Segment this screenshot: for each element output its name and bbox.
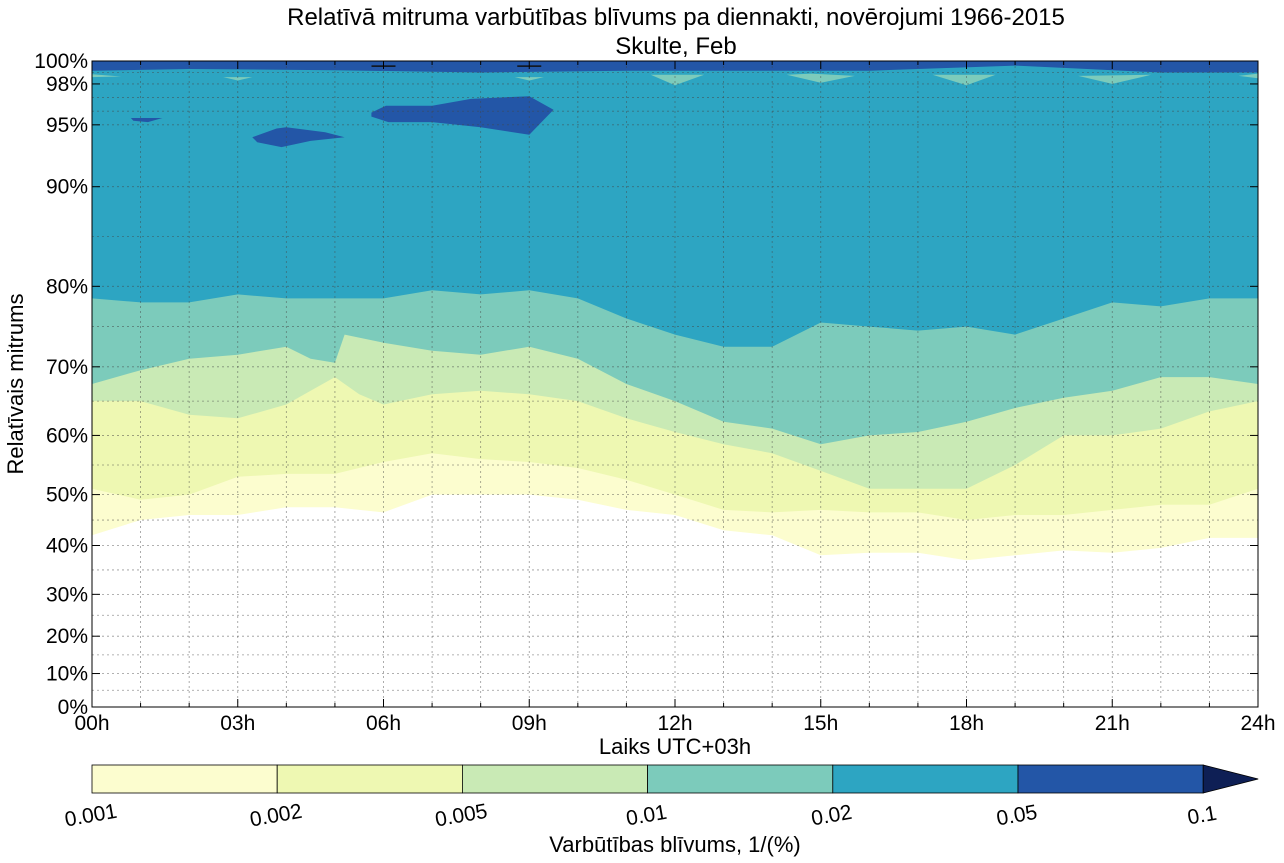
- colorbar-tick-label: 0.001: [63, 800, 119, 832]
- high-density-patch-0: [130, 118, 163, 123]
- x-tick-label: 00h: [74, 712, 109, 735]
- colorbar-tick-label: 0.005: [433, 800, 489, 832]
- y-tick-label: 30%: [46, 583, 88, 606]
- y-tick-label: 100%: [34, 50, 88, 73]
- x-tick-labels: 00h 03h 06h 09h 12h 15h 18h 21h 24h: [74, 712, 1275, 735]
- y-tick-label: 95%: [46, 114, 88, 137]
- light-patch-6: [1078, 74, 1152, 84]
- y-tick-label: 20%: [46, 625, 88, 648]
- y-tick-label: 90%: [46, 176, 88, 199]
- colorbar-tick-label: 0.1: [1186, 802, 1219, 830]
- y-tick-label: 10%: [46, 663, 88, 686]
- x-tick-label: 24h: [1240, 712, 1275, 735]
- y-tick-label: 50%: [46, 484, 88, 507]
- chart-subtitle: Skulte, Feb: [615, 33, 736, 60]
- plot-area: [91, 60, 1259, 708]
- colorbar-tick-label: 0.002: [248, 800, 304, 832]
- y-tick-label: 60%: [46, 424, 88, 447]
- high-density-patch-1: [252, 127, 345, 148]
- colorbar-tick-label: 0.02: [810, 801, 854, 831]
- colorbar-segment-0.002: [276, 764, 463, 794]
- colorbar-tick-label: 0.01: [624, 801, 668, 831]
- light-patch-2: [514, 77, 544, 81]
- x-tick-label: 06h: [366, 712, 401, 735]
- x-tick-label: 03h: [220, 712, 255, 735]
- colorbar-segment-0.01: [647, 764, 834, 794]
- light-patch-7: [1238, 73, 1258, 79]
- colorbar-segment-0.001: [91, 764, 278, 794]
- colorbar-segment-0.05: [1017, 764, 1204, 794]
- chart-title: Relatīvā mitruma varbūtības blīvums pa d…: [287, 4, 1065, 31]
- x-tick-label: 09h: [512, 712, 547, 735]
- colorbar-extend-arrow: [1202, 764, 1259, 794]
- grid-lines: [92, 61, 1258, 707]
- colorbar: [91, 764, 1259, 794]
- y-axis-label: Relatīvais mitrums: [3, 294, 28, 475]
- light-patch-1: [223, 77, 253, 81]
- colorbar-segment-0.005: [461, 764, 648, 794]
- colorbar-tick-label: 0.05: [995, 801, 1039, 831]
- y-tick-label: 80%: [46, 275, 88, 298]
- colorbar-tick-labels: 0.001 0.002 0.005 0.01 0.02 0.05 0.1: [63, 800, 1218, 832]
- x-tick-label: 18h: [949, 712, 984, 735]
- x-tick-label: 15h: [803, 712, 838, 735]
- y-tick-label: 98%: [46, 73, 88, 96]
- y-tick-label: 0%: [58, 696, 88, 719]
- light-patch-0: [92, 74, 122, 78]
- y-tick-labels: 0% 10% 20% 30% 40% 50% 60% 70% 80% 90% 95% 98%100%: [34, 50, 88, 719]
- x-axis-label: Laiks UTC+03h: [599, 734, 751, 759]
- light-patch-3: [650, 74, 705, 86]
- y-tick-label: 70%: [46, 356, 88, 379]
- x-tick-label: 21h: [1095, 712, 1130, 735]
- colorbar-label: Varbūtības blīvums, 1/(%): [549, 832, 800, 857]
- light-patch-4: [786, 73, 855, 83]
- y-tick-label: 40%: [46, 535, 88, 558]
- plot-frame: [91, 60, 1259, 708]
- x-tick-label: 12h: [657, 712, 692, 735]
- light-patch-5: [932, 74, 996, 86]
- colorbar-segment-0.02: [832, 764, 1019, 794]
